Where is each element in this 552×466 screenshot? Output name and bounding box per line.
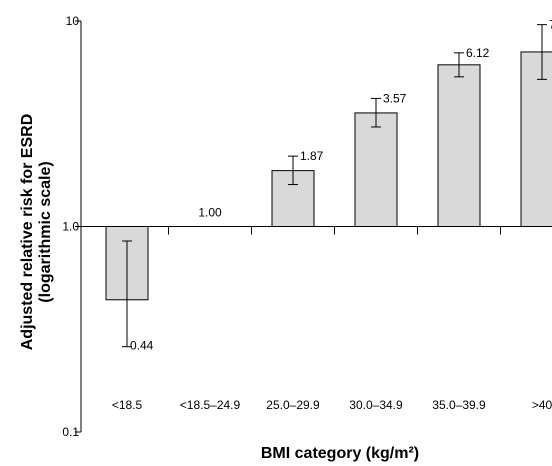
data-label-2: 1.87	[300, 149, 324, 163]
y-axis-title-line1: Adjusted relative risk for ESRD	[19, 114, 36, 351]
data-labels: 0.44 1.00 1.87 3.57 6.12 7.07	[130, 18, 552, 353]
x-tick-label-5: >40	[532, 398, 552, 412]
x-tick-label-2: 25.0–29.9	[266, 398, 320, 412]
x-tick-label-3: 30.0–34.9	[349, 398, 403, 412]
data-label-4: 6.12	[466, 46, 490, 60]
bar-3	[354, 112, 398, 227]
y-tick-label-1: 1.0	[62, 220, 79, 234]
data-label-5: 7.07	[549, 18, 552, 32]
data-label-0: 0.44	[130, 339, 154, 353]
bar-4	[437, 64, 481, 227]
x-tick-label-1: <18.5–24.9	[180, 398, 241, 412]
y-tick-label-0: 10	[66, 14, 80, 28]
data-label-3: 3.57	[383, 91, 407, 105]
bar-5	[520, 51, 552, 228]
error-bars	[122, 24, 547, 348]
x-tick-label-0: <18.5	[112, 398, 143, 412]
x-tick-label-4: 35.0–39.9	[432, 398, 486, 412]
x-axis-title: BMI category (kg/m²)	[261, 445, 419, 462]
bars	[105, 51, 552, 301]
axes: 10 1.0 0.1 <18.5 <18.5–24.9 25.0–29.9 30.0–34.…	[62, 14, 552, 439]
y-tick-label-2: 0.1	[62, 425, 79, 439]
data-label-1: 1.00	[198, 206, 222, 220]
y-axis-title-line2: (logarithmic scale)	[37, 161, 54, 302]
